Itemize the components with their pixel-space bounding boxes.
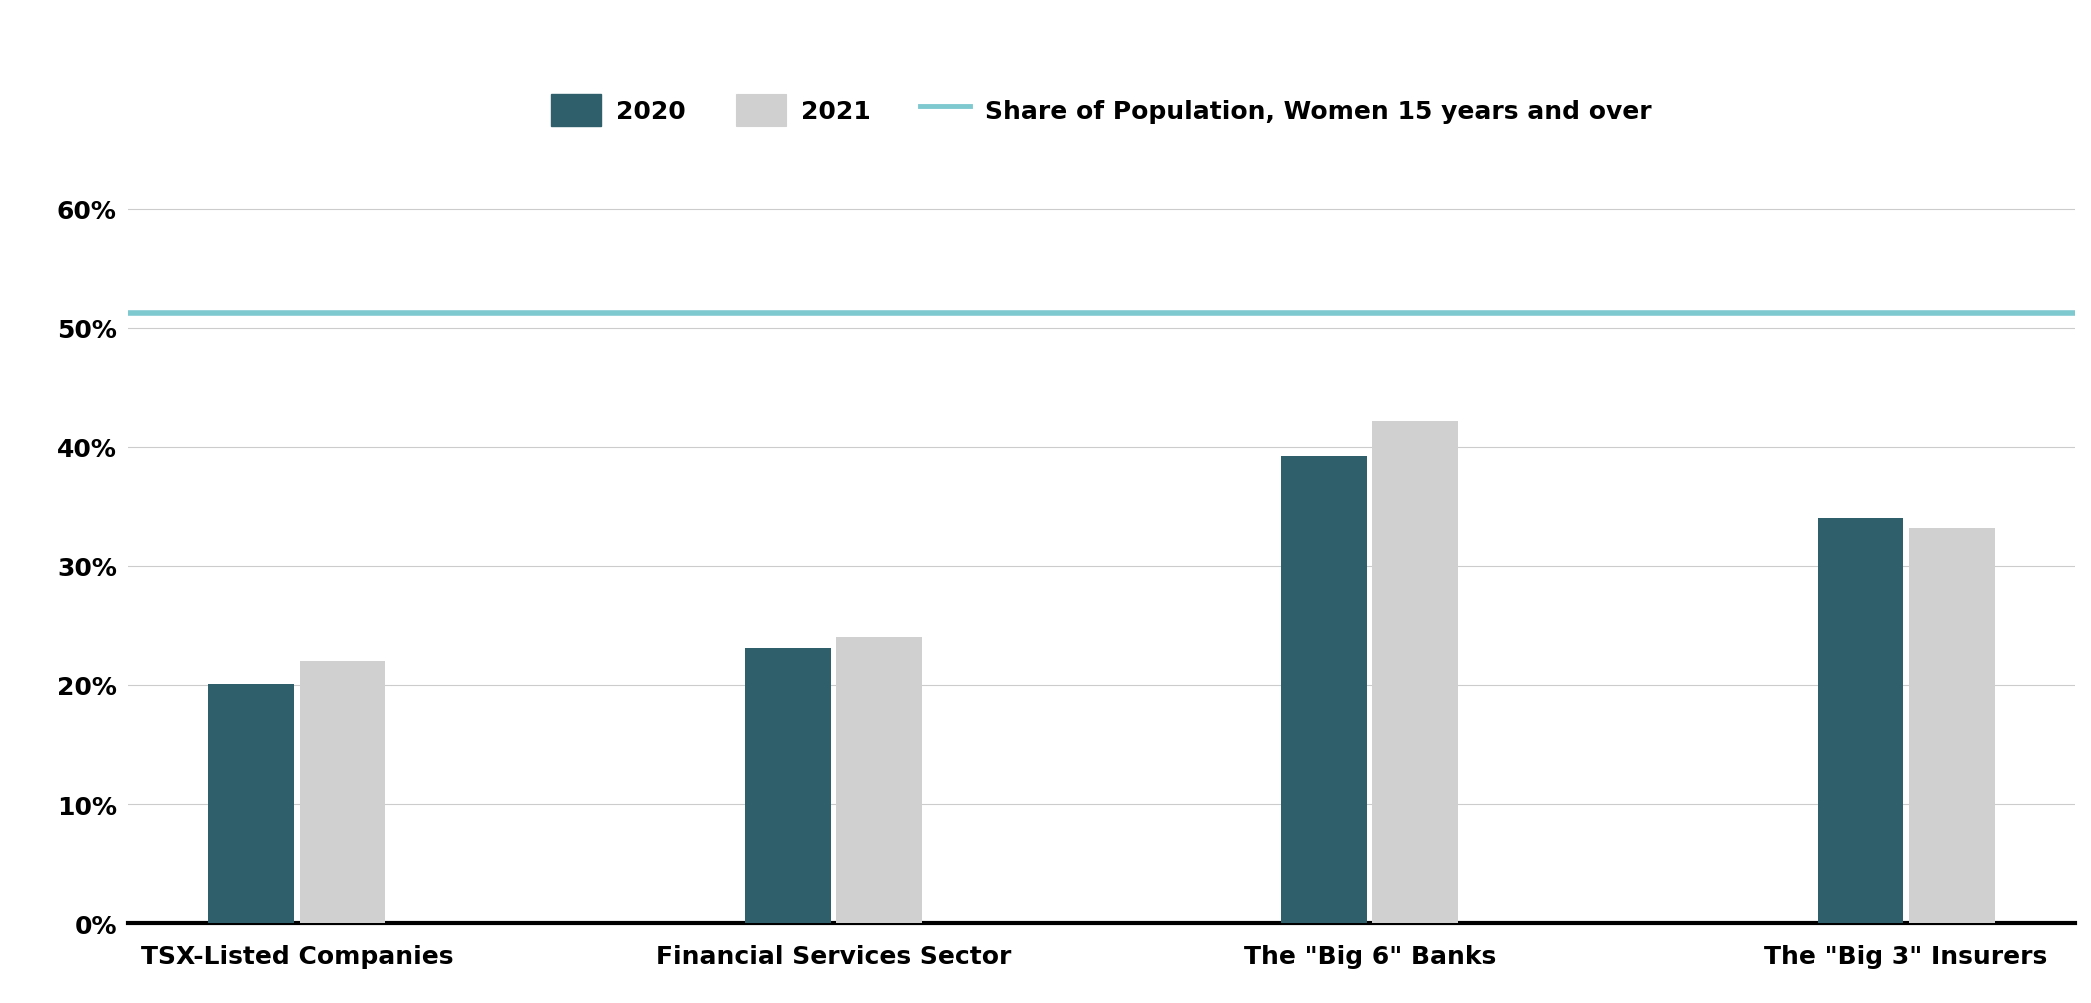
Bar [299, 661, 385, 923]
Bar [1817, 519, 1903, 923]
Bar [1372, 421, 1457, 923]
Legend: 2020, 2021, Share of Population, Women 15 years and over: 2020, 2021, Share of Population, Women 1… [542, 85, 1662, 137]
Bar [1909, 529, 1995, 923]
Bar [836, 638, 922, 923]
Bar [209, 684, 295, 923]
Bar [744, 648, 830, 923]
Bar [1282, 456, 1368, 923]
